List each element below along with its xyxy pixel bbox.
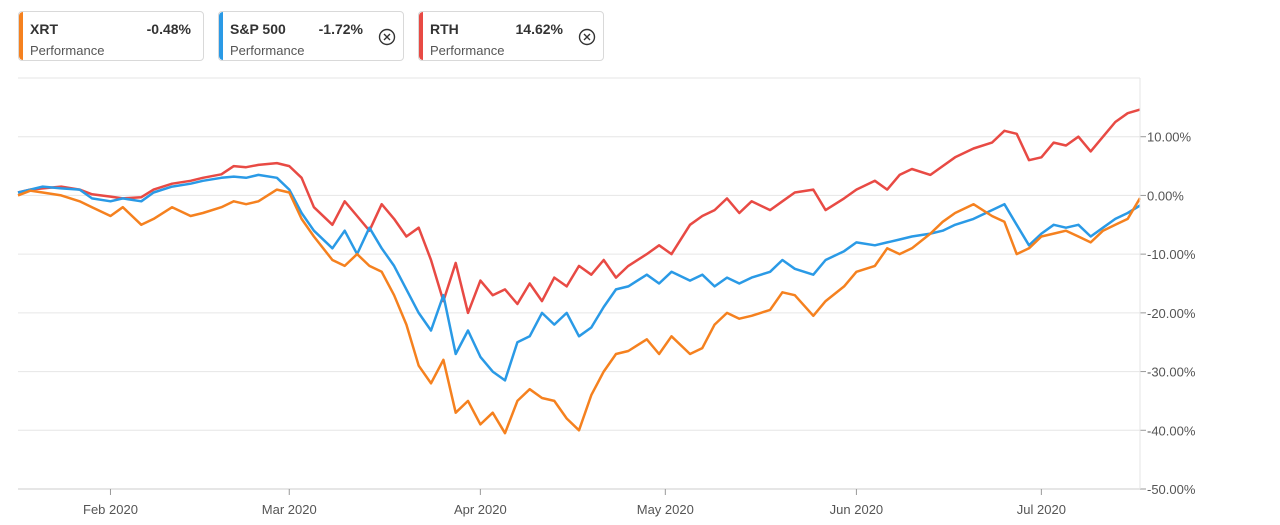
legend-color-stripe <box>19 12 23 60</box>
legend-metric: Performance <box>30 43 105 58</box>
y-tick-label: -30.00% <box>1147 365 1196 380</box>
legend-color-stripe <box>419 12 423 60</box>
x-tick-label: Feb 2020 <box>83 502 138 517</box>
legend-value: -0.48% <box>146 21 191 37</box>
legend-ticker: XRT <box>30 21 58 37</box>
y-tick-label: 10.00% <box>1147 130 1192 145</box>
x-axis-ticks: Feb 2020 Mar 2020 Apr 2020 May 2020 Jun 2020… <box>83 489 1066 517</box>
grid-lines <box>18 77 1140 490</box>
legend-value: 14.62% <box>515 21 563 37</box>
close-circle-icon[interactable] <box>378 28 396 46</box>
y-tick-label: 0.00% <box>1147 188 1184 203</box>
legend-card-sp500[interactable]: S&P 500 -1.72% Performance <box>218 11 404 61</box>
x-tick-label: May 2020 <box>637 502 694 517</box>
legend-card-rth[interactable]: RTH 14.62% Performance <box>418 11 604 61</box>
x-tick-label: Jul 2020 <box>1017 502 1066 517</box>
series-line-rth <box>17 108 1141 315</box>
legend-ticker: S&P 500 <box>230 21 286 37</box>
legend-metric: Performance <box>430 43 505 58</box>
legend-color-stripe <box>219 12 223 60</box>
y-tick-label: -40.00% <box>1147 423 1196 438</box>
legend-card-xrt[interactable]: XRT -0.48% Performance <box>18 11 204 61</box>
series-line-s-p-500 <box>17 173 1141 382</box>
y-axis-ticks: 10.00% 0.00% -10.00% -20.00% -30.00% -40.00% -… <box>1139 78 1196 497</box>
legend-metric: Performance <box>230 43 305 58</box>
legend-value: -1.72% <box>318 21 363 37</box>
y-tick-label: -20.00% <box>1147 306 1196 321</box>
series-lines <box>17 108 1142 435</box>
x-tick-label: Mar 2020 <box>262 502 317 517</box>
series-line-xrt <box>17 188 1142 435</box>
legend-ticker: RTH <box>430 21 459 37</box>
y-tick-label: -10.00% <box>1147 247 1196 262</box>
x-tick-label: Apr 2020 <box>454 502 507 517</box>
x-tick-label: Jun 2020 <box>830 502 884 517</box>
close-circle-icon[interactable] <box>578 28 596 46</box>
y-tick-label: -50.00% <box>1147 482 1196 497</box>
